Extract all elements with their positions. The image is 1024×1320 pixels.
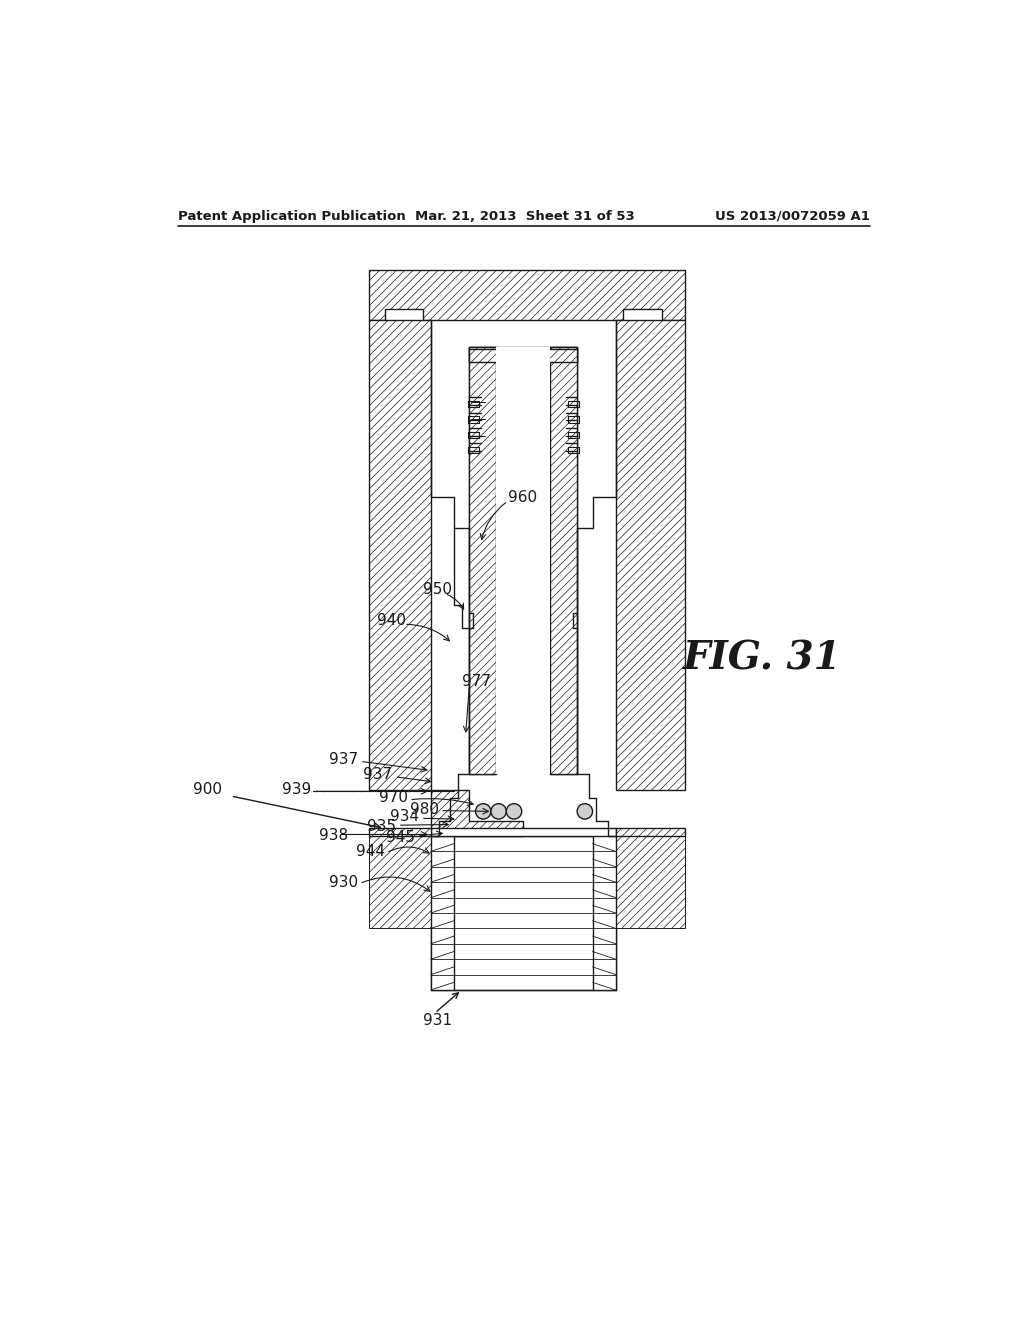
Polygon shape: [370, 836, 431, 928]
Circle shape: [490, 804, 506, 818]
Polygon shape: [431, 974, 454, 990]
Polygon shape: [550, 347, 578, 775]
Polygon shape: [593, 851, 615, 867]
Polygon shape: [593, 944, 615, 960]
Polygon shape: [431, 928, 454, 944]
Polygon shape: [593, 836, 615, 851]
Text: 934: 934: [390, 809, 419, 824]
Polygon shape: [615, 829, 685, 836]
Polygon shape: [431, 882, 454, 898]
Circle shape: [475, 804, 490, 818]
Text: 935: 935: [367, 820, 396, 834]
Text: 939: 939: [283, 783, 311, 797]
Polygon shape: [370, 829, 431, 836]
Circle shape: [578, 804, 593, 818]
Polygon shape: [431, 836, 454, 851]
Polygon shape: [370, 271, 685, 321]
Text: 937: 937: [329, 751, 357, 767]
Polygon shape: [370, 321, 431, 789]
Polygon shape: [593, 882, 615, 898]
Polygon shape: [431, 960, 454, 974]
Polygon shape: [593, 898, 615, 913]
Polygon shape: [550, 347, 578, 775]
Text: 980: 980: [410, 801, 438, 817]
Text: Mar. 21, 2013  Sheet 31 of 53: Mar. 21, 2013 Sheet 31 of 53: [415, 210, 635, 223]
Polygon shape: [469, 347, 497, 775]
Bar: [431, 829, 615, 836]
Text: 970: 970: [379, 789, 408, 805]
Polygon shape: [431, 898, 454, 913]
Text: 944: 944: [355, 843, 385, 859]
Polygon shape: [469, 347, 578, 363]
Polygon shape: [615, 321, 685, 789]
Bar: [497, 347, 550, 775]
Polygon shape: [593, 913, 615, 928]
Polygon shape: [593, 928, 615, 944]
Text: 950: 950: [423, 582, 453, 597]
Text: 900: 900: [194, 783, 222, 797]
Text: 945: 945: [386, 830, 416, 845]
Polygon shape: [593, 867, 615, 882]
Polygon shape: [431, 789, 523, 836]
Text: 937: 937: [364, 767, 392, 781]
Bar: [431, 836, 615, 990]
Polygon shape: [615, 836, 685, 928]
Polygon shape: [431, 851, 454, 867]
Text: 977: 977: [462, 675, 490, 689]
Text: 960: 960: [508, 490, 537, 504]
Circle shape: [506, 804, 521, 818]
Text: US 2013/0072059 A1: US 2013/0072059 A1: [715, 210, 869, 223]
Text: 938: 938: [319, 829, 348, 843]
Text: 930: 930: [329, 875, 357, 890]
Polygon shape: [469, 348, 578, 363]
Polygon shape: [469, 347, 497, 775]
Polygon shape: [593, 960, 615, 974]
Polygon shape: [593, 974, 615, 990]
Polygon shape: [431, 867, 454, 882]
Polygon shape: [431, 944, 454, 960]
Text: 931: 931: [423, 1014, 453, 1028]
Polygon shape: [431, 913, 454, 928]
Text: Patent Application Publication: Patent Application Publication: [178, 210, 407, 223]
Text: 940: 940: [377, 612, 406, 628]
Text: FIG. 31: FIG. 31: [683, 640, 842, 678]
